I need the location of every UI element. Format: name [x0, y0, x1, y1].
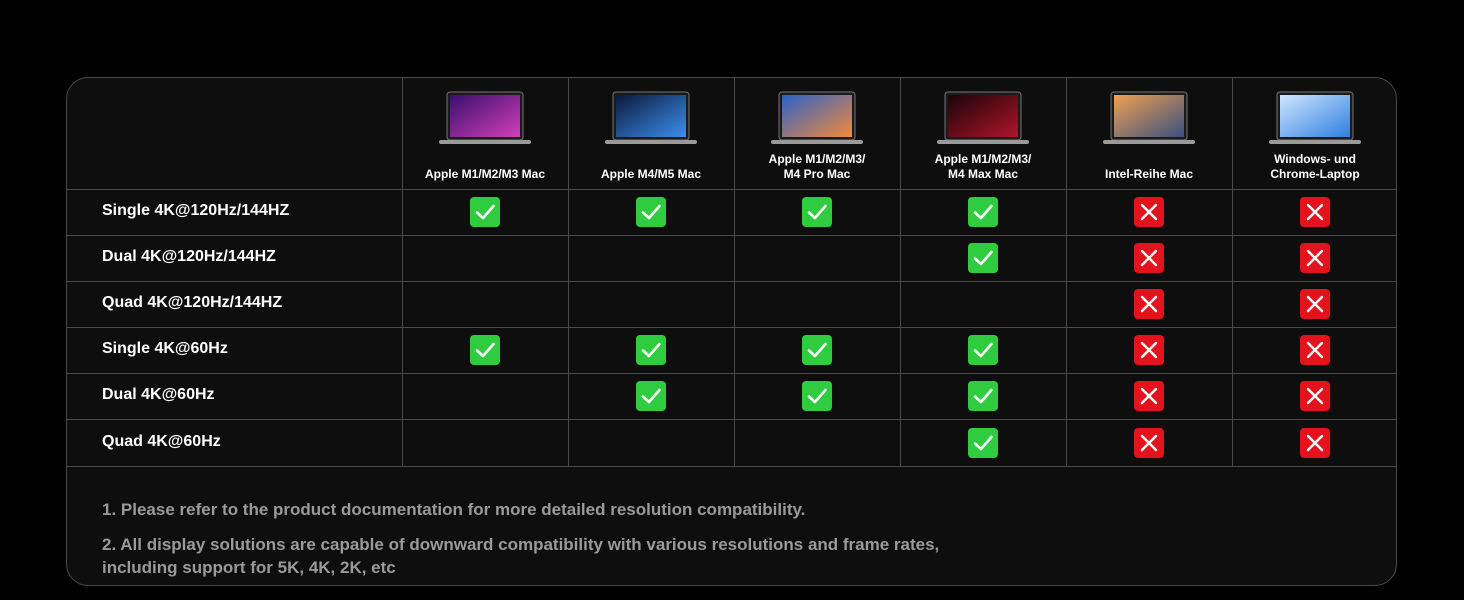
row-label: Single 4K@60Hz: [102, 340, 228, 357]
row-line: [67, 189, 1396, 190]
compat-table: Apple M1/M2/M3 Mac Apple M4/M5 Mac Apple…: [66, 77, 1397, 586]
row-line: [67, 419, 1396, 420]
check-icon: [636, 335, 666, 365]
check-icon: [968, 243, 998, 273]
row-label: Dual 4K@60Hz: [102, 386, 215, 403]
col-line: [1232, 78, 1233, 466]
column-header: Intel-Reihe Mac: [1104, 167, 1194, 181]
check-icon: [968, 197, 998, 227]
laptop-image: [439, 91, 531, 144]
laptop-image: [1269, 91, 1361, 144]
cross-icon: [1134, 381, 1164, 411]
laptop-image: [605, 91, 697, 144]
row-label: Single 4K@120Hz/144HZ: [102, 202, 290, 219]
laptop-image: [771, 91, 863, 144]
col-line: [1066, 78, 1067, 466]
row-line: [67, 327, 1396, 328]
cross-icon: [1134, 427, 1164, 458]
check-icon: [470, 197, 500, 227]
row-line: [67, 281, 1396, 282]
check-icon: [802, 197, 832, 227]
row-label: Quad 4K@60Hz: [102, 432, 221, 450]
cross-icon: [1134, 243, 1164, 273]
row-label: Dual 4K@120Hz/144HZ: [102, 248, 276, 265]
cross-icon: [1300, 335, 1330, 365]
cross-icon: [1134, 335, 1164, 365]
row-line: [67, 373, 1396, 374]
footnote: 2. All display solutions are capable of …: [102, 535, 940, 577]
col-line: [568, 78, 569, 466]
cross-icon: [1300, 243, 1330, 273]
column-header: Apple M4/M5 Mac: [600, 167, 702, 181]
column-header: Apple M1/M2/M3 Mac: [424, 167, 546, 181]
row-line: [67, 235, 1396, 236]
row-label: Quad 4K@120Hz/144HZ: [102, 294, 283, 311]
cross-icon: [1300, 289, 1330, 319]
col-line: [900, 78, 901, 466]
check-icon: [636, 197, 666, 227]
column-header: Apple M1/M2/M3/ M4 Pro Mac: [768, 152, 866, 181]
check-icon: [968, 381, 998, 411]
check-icon: [470, 335, 500, 365]
cross-icon: [1300, 427, 1330, 458]
check-icon: [968, 427, 998, 458]
laptop-image: [1103, 91, 1195, 144]
column-header: Windows- und Chrome-Laptop: [1270, 152, 1360, 181]
column-header: Apple M1/M2/M3/ M4 Max Mac: [934, 152, 1032, 181]
cross-icon: [1134, 197, 1164, 227]
cross-icon: [1300, 381, 1330, 411]
cross-icon: [1300, 197, 1330, 227]
col-line: [402, 78, 403, 466]
col-line: [734, 78, 735, 466]
footnote: 1. Please refer to the product documenta…: [102, 500, 806, 519]
check-icon: [636, 381, 666, 411]
cross-icon: [1134, 289, 1164, 319]
check-icon: [802, 381, 832, 411]
check-icon: [802, 335, 832, 365]
check-icon: [968, 335, 998, 365]
laptop-image: [937, 91, 1029, 144]
row-line: [67, 466, 1396, 467]
